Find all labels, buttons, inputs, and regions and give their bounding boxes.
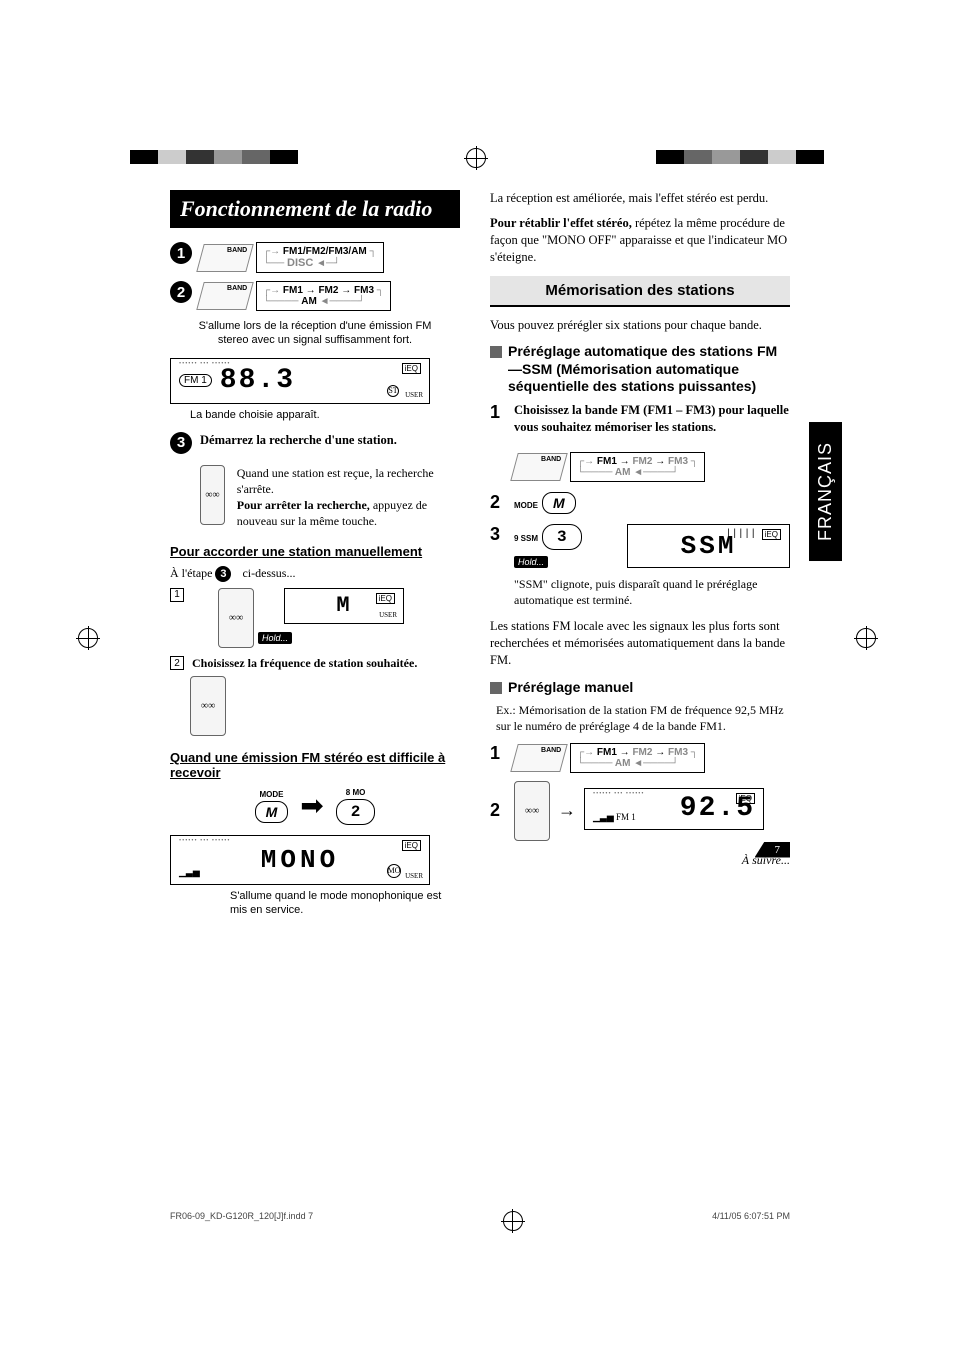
crop-marks-right [656, 150, 824, 164]
hold-badge: Hold... [258, 632, 292, 644]
mode-button: M [255, 801, 289, 823]
ssm-mode-button: M [542, 492, 576, 514]
lcd-band: FM 1 [179, 374, 212, 387]
manual-step-1: 1 Hold... iEQ M USER [170, 588, 460, 648]
band-knob-icon [196, 282, 254, 310]
band-sequence-box: ┌→ FM1/FM2/FM3/AM ┐ └── DISC ◄─┘ [256, 242, 384, 273]
continue-text: À suivre... [490, 853, 790, 868]
memo-intro: Vous pouvez prérégler six stations pour … [490, 317, 790, 334]
step-1-diagram: ┌→ FM1/FM2/FM3/AM ┐ └── DISC ◄─┘ [200, 242, 384, 273]
page-number: 7 [755, 842, 791, 858]
ssm-button: 3 [542, 524, 582, 550]
ssm-step-2: 2 MODE M [490, 492, 790, 514]
source-knob-icon [196, 244, 254, 272]
ssm-heading: Préréglage automatique des stations FM—S… [490, 343, 790, 396]
crop-marks-left [130, 150, 298, 164]
ssm-step-1: 1 Choisissez la bande FM (FM1 – FM3) pou… [490, 402, 790, 444]
step-2-caption: S'allume lors de la réception d'une émis… [170, 319, 460, 348]
step-3-text2: Pour arrêter la recherche, appuyez de no… [237, 497, 460, 529]
square-bullet-icon-2 [490, 682, 502, 694]
registration-mark-right [856, 628, 876, 648]
left-column: Fonctionnement de la radio 1 ┌→ FM1/FM2/… [170, 190, 460, 928]
arrow-icon: → [558, 800, 576, 821]
step-2-badge: 2 [170, 281, 192, 303]
ssm-hold-badge: Hold... [514, 556, 548, 568]
boxed-2: 2 [170, 656, 184, 670]
manual-step-2-text: Choisissez la fréquence de station souha… [192, 656, 417, 670]
step-2-diagram: ┌→ FM1 → FM2 → FM3 ┐ └──── AM ◄────┘ [200, 281, 391, 311]
ssm-body: Les stations FM locale avec les signaux … [490, 618, 790, 669]
mono-caption: S'allume quand le mode monophonique est … [170, 889, 460, 918]
lcd-mono: •••••• ••• •••••• iEQ ▁▃▅ MONO MO USER [170, 835, 430, 885]
step-1-badge: 1 [170, 242, 192, 264]
step-1: 1 ┌→ FM1/FM2/FM3/AM ┐ └── DISC ◄─┘ [170, 242, 460, 273]
lcd-caption: La bande choisie apparaît. [190, 408, 460, 422]
manual-step-2: 2 Choisissez la fréquence de station sou… [170, 654, 460, 736]
stereo-mode-row: MODE M ➡ 8 MO 2 [170, 788, 460, 825]
manual-preset-heading: Préréglage manuel [490, 679, 790, 697]
ssm-step-2-num: 2 [490, 492, 508, 513]
lcd-main: •••••• ••• •••••• FM 1 88.3 iEQ ST USER [170, 358, 430, 404]
mode-label: MODE [255, 790, 289, 799]
arrow-icon: ➡ [300, 789, 323, 823]
right-intro-1: La réception est améliorée, mais l'effet… [490, 190, 790, 207]
ssm-lcd: iEQ SSM ▏▏▏▏▏ [627, 524, 790, 568]
step-3: 3 Démarrez la recherche d'une station. [170, 432, 460, 457]
memo-section-title: Mémorisation des stations [490, 276, 790, 307]
ssm-caption: "SSM" clignote, puis disparaît quand le … [514, 576, 790, 608]
mo-indicator: MO [387, 864, 401, 878]
language-tab: FRANÇAIS [809, 422, 842, 561]
manual-preset-example: Ex.: Mémorisation de la station FM de fr… [490, 702, 790, 734]
preset-lcd: •••••• ••• •••••• ▁▃▅ FM 1 92.5 iEQ [584, 788, 764, 830]
hold-knob-icon [218, 588, 254, 648]
step-3-heading: Démarrez la recherche d'une station. [200, 432, 397, 449]
right-column: La réception est améliorée, mais l'effet… [490, 190, 790, 888]
page-content: FRANÇAIS Fonctionnement de la radio 1 ┌→… [170, 190, 790, 928]
registration-mark-top [466, 148, 486, 168]
band-cycle-box: ┌→ FM1 → FM2 → FM3 ┐ └──── AM ◄────┘ [256, 281, 391, 311]
step-3-body: Quand une station est reçue, la recherch… [200, 465, 460, 530]
ssm-step-1-num: 1 [490, 402, 508, 423]
page-title: Fonctionnement de la radio [170, 190, 460, 228]
preset-band-knob-icon [510, 744, 568, 772]
preset-tune-knob-icon [514, 781, 550, 841]
footer: FR06-09_KD-G120R_120[J]f.indd 7 4/11/05 … [170, 1211, 790, 1231]
mono-text: MONO [261, 845, 339, 875]
right-intro-2: Pour rétablir l'effet stéréo, répétez la… [490, 215, 790, 266]
manual-lcd-m: iEQ M USER [284, 588, 404, 624]
registration-mark-left [78, 628, 98, 648]
stereo-difficult-heading: Quand une émission FM stéréo est diffici… [170, 750, 460, 780]
square-bullet-icon [490, 346, 502, 358]
preset-step-2: 2 → •••••• ••• •••••• ▁▃▅ FM 1 92.5 iEQ [490, 781, 790, 841]
boxed-1: 1 [170, 588, 184, 602]
lcd-user-badge: USER [405, 391, 423, 399]
manual-intro: À l'étape 3 ci-dessus... [170, 565, 460, 582]
ssm-step-1-text: Choisissez la bande FM (FM1 – FM3) pour … [514, 402, 790, 436]
lcd-ticks: •••••• ••• •••••• [179, 361, 231, 367]
footer-timestamp: 4/11/05 6:07:51 PM [712, 1211, 790, 1231]
freq-knob-icon [190, 676, 226, 736]
preset-step-1: 1 ┌→ FM1 → FM2 → FM3 ┐ └──── AM ◄────┘ [490, 743, 790, 773]
footer-reg-mark [503, 1211, 523, 1231]
lcd-eq-badge: iEQ [402, 363, 421, 374]
lcd-st-badge: ST [387, 385, 399, 397]
mo-button: 2 [336, 799, 376, 825]
lcd-frequency: 88.3 [220, 365, 295, 396]
mo-label: 8 MO [336, 788, 376, 797]
ssm-band-diagram: ┌→ FM1 → FM2 → FM3 ┐ └──── AM ◄────┘ [514, 452, 790, 482]
step-3-badge: 3 [170, 432, 192, 454]
ssm-step-3-num: 3 [490, 524, 508, 545]
manual-tune-heading: Pour accorder une station manuellement [170, 544, 460, 559]
ssm-step-3: 3 9 SSM 3 Hold... iEQ SSM ▏▏▏▏▏ "SSM" cl… [490, 524, 790, 608]
step-3-text1: Quand une station est reçue, la recherch… [237, 465, 460, 497]
step-2: 2 ┌→ FM1 → FM2 → FM3 ┐ └──── AM ◄────┘ [170, 281, 460, 311]
ssm-band-knob-icon [510, 453, 568, 481]
footer-file: FR06-09_KD-G120R_120[J]f.indd 7 [170, 1211, 313, 1231]
tune-knob-icon [200, 465, 225, 525]
